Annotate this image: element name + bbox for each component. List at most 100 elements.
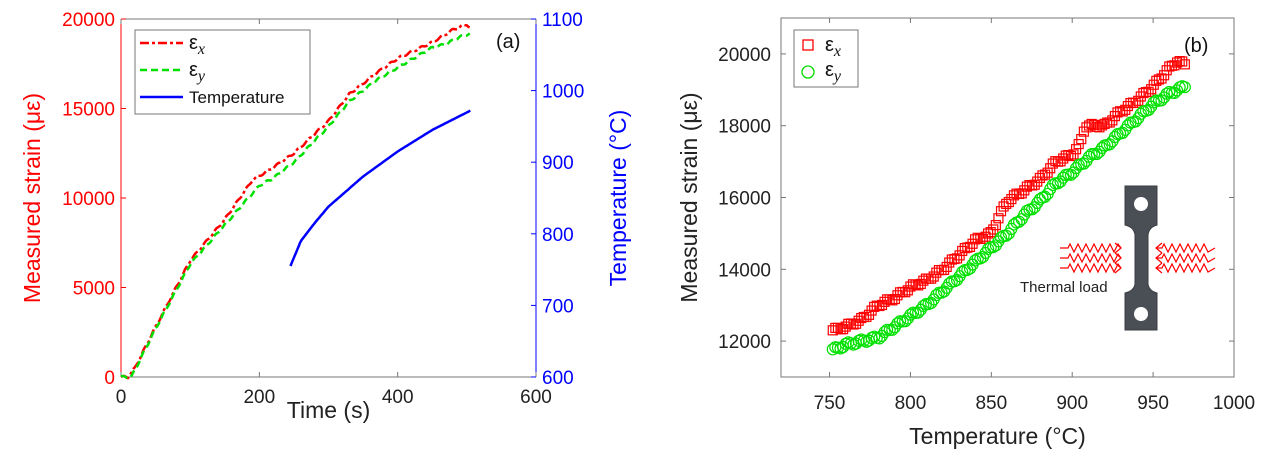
data-point-ex	[1021, 181, 1033, 192]
data-point-ex	[1070, 144, 1082, 155]
data-point-ex	[1138, 87, 1149, 99]
data-point-ey	[917, 299, 930, 313]
data-point-ey	[839, 337, 852, 350]
data-point-ey	[994, 231, 1008, 244]
panel-label: (b)	[1184, 35, 1208, 57]
data-point-ex	[1034, 172, 1045, 184]
data-point-ex	[972, 232, 983, 243]
data-point-ex	[1096, 120, 1108, 131]
data-point-ex	[1016, 188, 1027, 199]
legend-marker-circle	[801, 65, 815, 79]
data-point-ey	[956, 265, 969, 279]
data-point-ex	[1083, 120, 1095, 131]
data-point-ex	[838, 324, 849, 335]
data-point-ex	[985, 227, 996, 238]
y2-axis-title: Temperature (°C)	[605, 110, 631, 287]
data-point-ex	[1029, 179, 1040, 190]
data-point-ey	[878, 325, 891, 339]
data-point-ex	[951, 253, 963, 264]
specimen-hole	[1134, 307, 1148, 321]
heat-wave-icon	[1060, 262, 1122, 274]
data-point-ex	[1171, 57, 1183, 68]
heat-wave-icon	[1156, 262, 1216, 274]
data-point-ex	[1120, 104, 1131, 115]
data-point-ex	[915, 278, 926, 290]
data-point-ex	[850, 318, 862, 329]
heat-wave-icon	[1060, 252, 1122, 264]
arrowhead-icon	[1155, 242, 1163, 254]
y-axis-title: Measured strain (με)	[676, 92, 702, 302]
data-point-ey	[1178, 81, 1191, 94]
data-point-ex	[1104, 117, 1115, 128]
data-point-ex	[900, 287, 911, 298]
data-point-ex	[892, 290, 903, 301]
heat-wave-icon	[1156, 252, 1216, 264]
data-point-ex	[1086, 118, 1097, 130]
data-point-ex	[949, 253, 960, 265]
data-point-ex	[1148, 79, 1159, 90]
x-tick-label: 750	[814, 393, 846, 414]
data-point-ex	[1130, 97, 1141, 109]
data-point-ex	[1065, 150, 1077, 162]
data-point-ex	[1156, 73, 1167, 84]
data-point-ex	[918, 275, 929, 286]
legend-subscript: y	[832, 68, 842, 85]
x-axis-title: Time (s)	[287, 397, 370, 423]
data-point-ex	[889, 293, 900, 305]
data-point-ex	[1068, 149, 1079, 160]
x-axis-title: Temperature (°C)	[909, 423, 1086, 449]
y-tick-label: 18000	[718, 117, 771, 138]
data-point-ex	[1112, 107, 1123, 118]
x-tick-label: 850	[975, 393, 1007, 414]
legend-label: Temperature	[189, 88, 284, 107]
y-tick-label: 20000	[718, 45, 771, 66]
x-tick-label: 950	[1137, 393, 1169, 414]
data-point-ex	[861, 311, 872, 322]
legend-subscript: y	[196, 68, 206, 85]
chart-a: 0 200 400 600 0 5000 10000 15000 20000 600 700 800 9…	[19, 10, 631, 423]
y-tick-label: 15000	[62, 100, 115, 121]
y-tick-label: 12000	[718, 332, 771, 353]
data-point-ey	[852, 334, 865, 347]
inset-label: Thermal load	[1020, 279, 1108, 296]
arrowhead-icon	[1114, 252, 1122, 264]
data-point-ex	[970, 234, 981, 245]
series-line-temperature	[289, 109, 471, 267]
data-point-ex	[1026, 180, 1038, 191]
data-point-ex	[977, 233, 989, 245]
x-tick-label: 800	[895, 393, 927, 414]
data-point-ex	[1117, 106, 1128, 117]
x-tick-label: 900	[1056, 393, 1088, 414]
data-point-ex	[879, 296, 890, 307]
y2-tick-label: 600	[542, 368, 574, 389]
data-point-ex	[1081, 122, 1092, 133]
x-tick-label: 400	[382, 387, 414, 408]
y-tick-label: 20000	[62, 10, 115, 31]
data-point-ex	[1151, 75, 1162, 86]
heat-wave-icon	[1156, 242, 1216, 254]
data-point-ey	[904, 308, 917, 321]
data-point-ex	[876, 299, 888, 311]
arrowhead-icon	[1155, 252, 1163, 264]
data-point-ex	[928, 271, 939, 282]
legend-subscript: x	[197, 41, 205, 58]
data-point-ex	[1037, 170, 1048, 181]
y-tick-label: 0	[104, 368, 115, 389]
y-tick-label: 14000	[718, 260, 771, 281]
y2-tick-label: 1000	[542, 82, 584, 103]
data-point-ex	[1006, 193, 1017, 205]
data-point-ex	[1032, 176, 1043, 187]
data-point-ex	[1089, 119, 1100, 130]
data-point-ey	[1046, 178, 1059, 192]
data-point-ey	[969, 254, 982, 267]
x-tick-label: 200	[243, 387, 275, 408]
y-tick-label: 5000	[73, 279, 115, 300]
y-axis-title: Measured strain (με)	[19, 93, 45, 303]
y2-tick-label: 800	[542, 225, 574, 246]
legend-marker-square	[802, 39, 814, 51]
x-tick-label: 1000	[1213, 393, 1255, 414]
series-line-ey	[120, 32, 471, 380]
